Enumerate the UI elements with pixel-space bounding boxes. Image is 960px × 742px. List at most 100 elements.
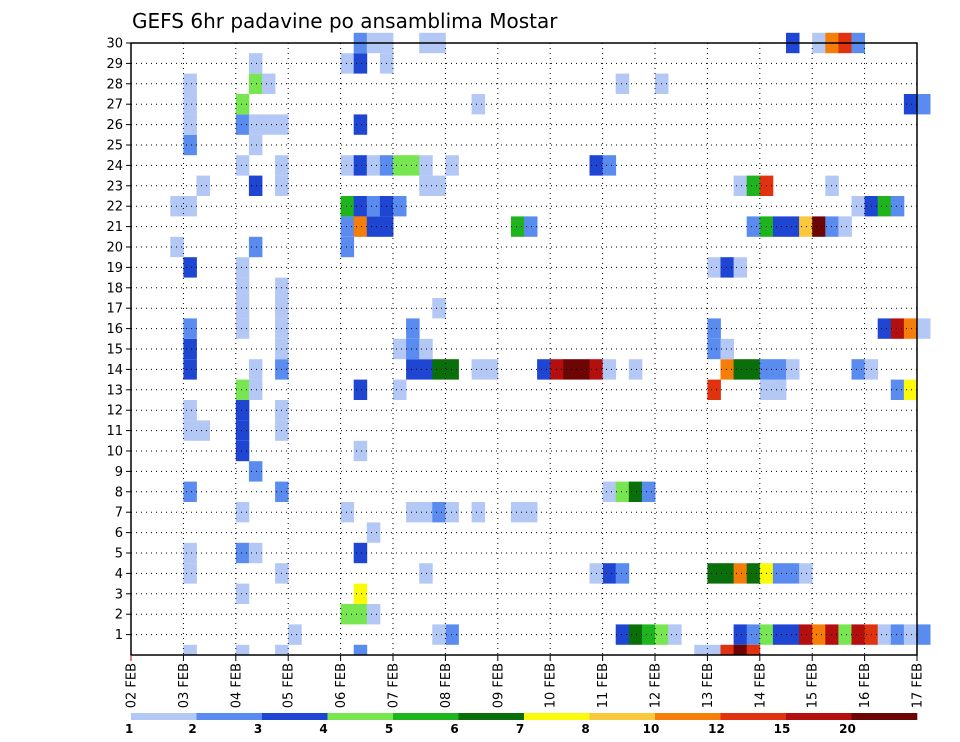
x-tick-label: 07 FEB <box>387 663 402 708</box>
colorbar-label: 6 <box>450 722 458 736</box>
heatmap-cell <box>340 216 355 237</box>
heatmap-cell <box>720 257 734 278</box>
y-tick-label: 8 <box>115 485 123 500</box>
colorbar-swatch <box>786 713 852 720</box>
heatmap-cell <box>838 216 852 237</box>
colorbar-swatch <box>524 713 590 720</box>
heatmap-cell <box>419 338 433 360</box>
heatmap-cell <box>353 644 368 655</box>
heatmap-cell <box>825 175 839 196</box>
y-tick-label: 19 <box>106 261 123 276</box>
heatmap-cell <box>772 359 787 380</box>
x-tick-label: 13 FEB <box>701 663 716 708</box>
heatmap-cell <box>183 542 197 564</box>
heatmap-cell <box>235 114 250 135</box>
heatmap-cell <box>799 563 813 584</box>
heatmap-cell <box>825 624 839 645</box>
heatmap-cell <box>235 155 250 176</box>
heatmap-cell <box>235 257 250 278</box>
colorbar-swatch <box>131 713 197 720</box>
heatmap-cell <box>733 257 748 278</box>
heatmap-cell <box>524 216 538 237</box>
heatmap-cell <box>183 563 197 584</box>
colorbar-label: 15 <box>774 722 791 736</box>
heatmap-cell <box>799 624 813 645</box>
heatmap-cell <box>248 73 263 94</box>
heatmap-cell <box>602 359 617 380</box>
heatmap-cell <box>851 359 865 380</box>
heatmap-cell <box>353 379 368 400</box>
heatmap-cell <box>183 73 197 94</box>
y-tick-label: 9 <box>115 465 123 480</box>
heatmap-cell <box>890 196 905 217</box>
heatmap-cell <box>366 522 381 543</box>
colorbar-swatch <box>196 713 263 720</box>
y-tick-label: 18 <box>106 281 123 296</box>
gridlines <box>131 42 917 655</box>
heatmap-cell <box>576 359 590 380</box>
y-tick-label: 4 <box>115 567 123 582</box>
heatmap-cell <box>641 624 656 645</box>
heatmap-cell <box>248 236 263 258</box>
heatmap-cell <box>353 53 368 74</box>
heatmap-cell <box>393 196 407 217</box>
heatmap-cell <box>615 624 630 645</box>
colorbar-label: 5 <box>385 722 393 736</box>
heatmap-cell <box>353 604 368 625</box>
heatmap-cell <box>720 359 734 380</box>
heatmap-cell <box>877 318 892 339</box>
heatmap-cell <box>248 359 263 380</box>
colorbar-swatch <box>589 713 656 720</box>
heatmap-cell <box>746 644 761 655</box>
y-tick-label: 12 <box>106 404 123 419</box>
heatmap-cell <box>248 114 263 135</box>
y-tick-label: 21 <box>106 220 123 235</box>
y-tick-label: 11 <box>106 424 123 439</box>
colorbar-label: 2 <box>188 722 196 736</box>
heatmap-cell <box>524 502 538 523</box>
heatmap-cell <box>537 359 551 380</box>
heatmap-cell <box>471 359 486 380</box>
heatmap-cell <box>393 155 407 176</box>
colorbar-label: 10 <box>643 722 660 736</box>
heatmap-cell <box>170 196 184 217</box>
heatmap-cell <box>419 563 433 584</box>
y-tick-label: 25 <box>106 139 123 154</box>
x-tick-label: 14 FEB <box>753 663 768 708</box>
y-tick-label: 1 <box>115 628 123 643</box>
heatmap-cell <box>628 481 643 502</box>
heatmap-cell <box>432 359 446 380</box>
heatmap-cell <box>720 644 734 655</box>
heatmap-cell <box>746 563 761 584</box>
heatmap-cell <box>262 114 276 135</box>
x-tick-label: 10 FEB <box>544 663 559 708</box>
heatmap-cell <box>366 196 381 217</box>
colorbar-label: 1 <box>125 722 133 736</box>
heatmap-cell <box>419 155 433 176</box>
y-tick-label: 28 <box>106 77 123 92</box>
heatmap-cell <box>786 624 800 645</box>
heatmap-cell <box>615 73 630 94</box>
x-tick-label: 17 FEB <box>911 663 926 708</box>
heatmap-cell <box>353 583 368 604</box>
heatmap-cell <box>707 338 721 360</box>
heatmap-cell <box>641 481 656 502</box>
heatmap-cell <box>746 175 761 196</box>
heatmap-cell <box>877 624 892 645</box>
heatmap-cell <box>772 379 787 400</box>
heatmap-cell <box>248 461 263 482</box>
heatmap-cell <box>419 359 433 380</box>
heatmap-cell <box>406 359 420 380</box>
colorbar-label: 4 <box>319 722 327 736</box>
heatmap-cell <box>419 175 433 196</box>
heatmap-cell <box>235 420 250 441</box>
heatmap-cell <box>812 624 826 645</box>
heatmap-cell <box>183 196 197 217</box>
heatmap-cell <box>838 624 852 645</box>
heatmap-cell <box>707 257 721 278</box>
y-tick-label: 17 <box>106 302 123 317</box>
heatmap-cell <box>510 216 525 237</box>
x-tick-label: 11 FEB <box>596 663 611 708</box>
heatmap-cell <box>393 379 407 400</box>
